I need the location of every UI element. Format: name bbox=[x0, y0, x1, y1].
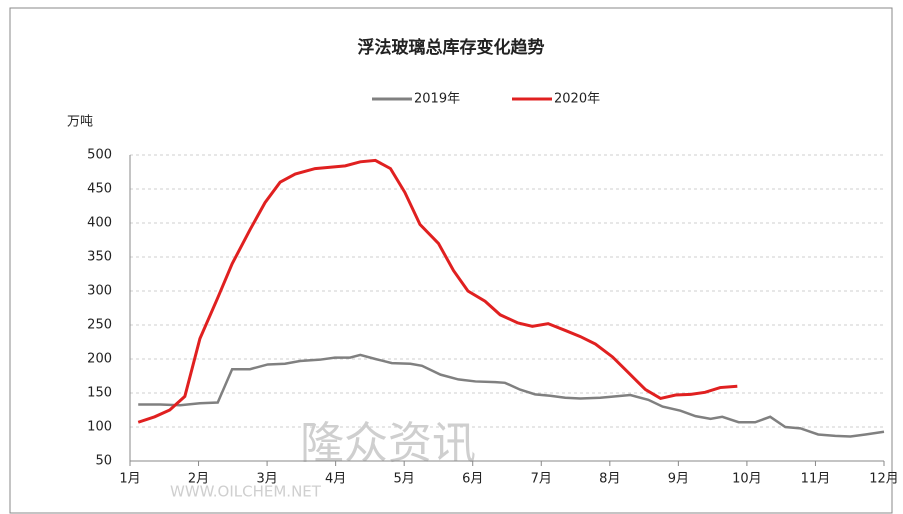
y-tick-label: 450 bbox=[87, 182, 112, 197]
x-tick-label: 6月 bbox=[462, 472, 483, 487]
y-tick-label: 300 bbox=[87, 284, 112, 299]
x-tick-label: 4月 bbox=[325, 472, 346, 487]
legend-label: 2019年 bbox=[414, 92, 460, 107]
x-tick-label: 1月 bbox=[119, 472, 140, 487]
x-tick-label: 5月 bbox=[394, 472, 415, 487]
line bbox=[138, 353, 885, 438]
legend-label: 2020年 bbox=[554, 92, 600, 107]
y-tick-label: 50 bbox=[95, 454, 112, 469]
x-tick-label: 12月 bbox=[869, 472, 899, 487]
y-tick-label: 350 bbox=[87, 250, 112, 265]
frame bbox=[9, 7, 893, 514]
x-tick-label: 8月 bbox=[599, 472, 620, 487]
y-tick-label: 150 bbox=[87, 386, 112, 401]
x-tick-label: 3月 bbox=[256, 472, 277, 487]
y-tick-label: 200 bbox=[87, 352, 112, 367]
x-tick-label: 2月 bbox=[188, 472, 209, 487]
x-tick-label: 7月 bbox=[531, 472, 552, 487]
y-tick-label: 100 bbox=[87, 420, 112, 435]
y-tick-label: 250 bbox=[87, 318, 112, 333]
x-tick-label: 9月 bbox=[668, 472, 689, 487]
chart-title: 浮法玻璃总库存变化趋势 bbox=[358, 37, 545, 58]
y-tick-label: 500 bbox=[87, 148, 112, 163]
x-tick-label: 11月 bbox=[801, 472, 831, 487]
x-tick-label: 10月 bbox=[732, 472, 762, 487]
y-tick-label: 400 bbox=[87, 216, 112, 231]
y-axis-label: 万吨 bbox=[67, 115, 93, 130]
watermark: WWW.OILCHEM.NET bbox=[170, 483, 322, 501]
line bbox=[137, 158, 738, 424]
